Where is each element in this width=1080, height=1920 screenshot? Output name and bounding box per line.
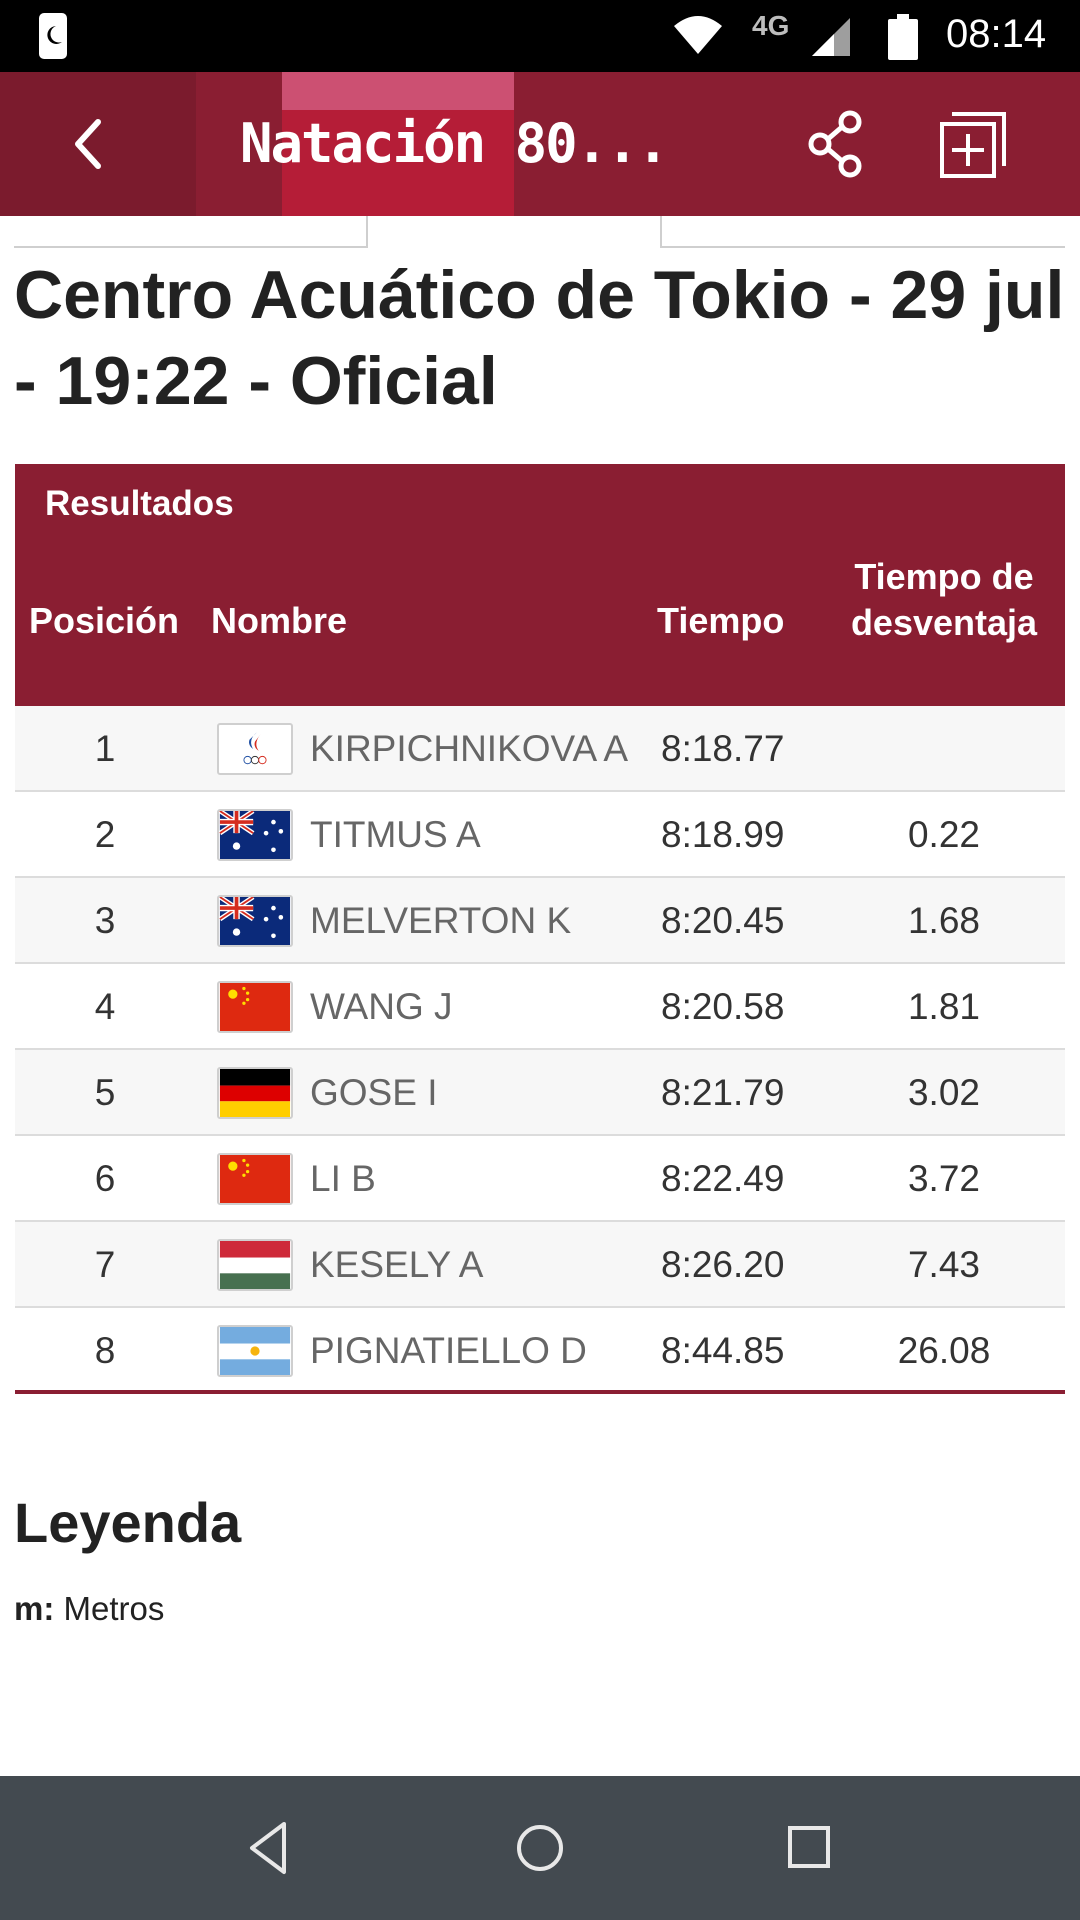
athlete-name: LI B (310, 1158, 376, 1199)
athlete-name: WANG J (310, 986, 453, 1027)
table-row[interactable]: 8 PIGNATIELLO D 8:44.85 26.08 (15, 1308, 1065, 1394)
row-position: 6 (94, 1158, 116, 1199)
column-position: Posición (29, 600, 180, 641)
table-row[interactable]: 3 MELVERTON K 8:20.45 1.68 (15, 878, 1065, 964)
athlete-time: 8:22.49 (661, 1158, 785, 1199)
back-button[interactable] (0, 72, 196, 216)
column-name: Nombre (211, 600, 348, 641)
athlete-name: TITMUS A (310, 814, 481, 855)
row-position: 3 (94, 900, 116, 941)
athlete-time: 8:18.77 (661, 728, 785, 769)
results-header: Resultados Posición Nombre Tiempo Tiempo… (15, 464, 1065, 706)
table-row[interactable]: 5 GOSE I 8:21.79 3.02 (15, 1050, 1065, 1136)
australia-flag-icon (217, 809, 293, 861)
clock: 08:14 (946, 12, 1047, 56)
china-flag-icon (217, 1153, 293, 1205)
nav-back-icon[interactable] (238, 1816, 302, 1880)
share-icon[interactable] (806, 108, 866, 180)
athlete-time: 8:26.20 (661, 1244, 785, 1285)
germany-flag-icon (217, 1067, 293, 1119)
row-position: 8 (94, 1330, 116, 1371)
athlete-name: KESELY A (310, 1244, 484, 1285)
hungary-flag-icon (217, 1239, 293, 1291)
athlete-time: 8:21.79 (661, 1072, 785, 1113)
athlete-gap: 26.08 (897, 1330, 991, 1371)
results-caption: Resultados (45, 484, 234, 523)
system-nav-bar (0, 1776, 1080, 1920)
table-row[interactable]: 6 LI B 8:22.49 3.72 (15, 1136, 1065, 1222)
network-type-label: 4G (752, 10, 790, 41)
table-row[interactable]: 7 KESELY A 8:26.20 7.43 (15, 1222, 1065, 1308)
tab-strip (0, 216, 1080, 252)
tab-divider-right (660, 216, 1065, 248)
athlete-gap: 1.81 (907, 986, 980, 1027)
athlete-name: MELVERTON K (310, 900, 572, 941)
battery-icon (888, 14, 918, 60)
athlete-gap: 0.22 (907, 814, 980, 855)
legend-item: m: Metros (14, 1590, 164, 1628)
column-time: Tiempo (657, 600, 785, 641)
argentina-flag-icon (217, 1325, 293, 1377)
row-position: 7 (94, 1244, 116, 1285)
legend-title: Leyenda (14, 1491, 242, 1554)
nav-home-icon[interactable] (508, 1816, 572, 1880)
athlete-name: KIRPICHNIKOVA A (310, 728, 629, 769)
athlete-time: 8:20.58 (661, 986, 785, 1027)
athlete-time: 8:20.45 (661, 900, 785, 941)
athlete-gap: 7.43 (907, 1244, 980, 1285)
athlete-gap: 3.72 (907, 1158, 980, 1199)
venue-title: Centro Acuático de Tokio - 29 jul - 19:2… (14, 257, 1065, 419)
row-position: 2 (94, 814, 116, 855)
back-arrow-icon[interactable] (68, 118, 112, 170)
signal-icon (812, 18, 850, 56)
australia-flag-icon (217, 895, 293, 947)
athlete-name: GOSE I (310, 1072, 438, 1113)
roc-flag-icon (217, 723, 293, 775)
table-row[interactable]: 4 WANG J 8:20.58 1.81 (15, 964, 1065, 1050)
column-gap: Tiempo de desventaja (850, 556, 1038, 643)
add-to-collection-icon[interactable] (938, 108, 1010, 180)
china-flag-icon (217, 981, 293, 1033)
athlete-gap: 1.68 (907, 900, 980, 941)
table-row[interactable]: 2 TITMUS A 8:18.99 0.22 (15, 792, 1065, 878)
page-title: Natación 80... (240, 112, 669, 175)
legend-value: Metros (63, 1590, 165, 1627)
notification-icon (39, 13, 67, 59)
athlete-name: PIGNATIELLO D (310, 1330, 587, 1371)
status-bar: 4G 08:14 (0, 0, 1080, 72)
results-table: Resultados Posición Nombre Tiempo Tiempo… (15, 464, 1065, 1394)
row-position: 1 (94, 728, 116, 769)
tab-divider-left (14, 216, 368, 248)
app-bar: Natación 80... (0, 72, 1080, 216)
legend-key: m: (14, 1590, 55, 1627)
title-highlight-top (282, 72, 514, 110)
nav-recents-icon[interactable] (778, 1816, 842, 1880)
wifi-icon (674, 16, 722, 54)
table-row[interactable]: 1 KIRPICHNIKOVA A 8:18.77 (15, 706, 1065, 792)
athlete-gap: 3.02 (907, 1072, 980, 1113)
athlete-time: 8:44.85 (661, 1330, 785, 1371)
row-position: 4 (94, 986, 116, 1027)
row-position: 5 (94, 1072, 116, 1113)
athlete-time: 8:18.99 (661, 814, 785, 855)
